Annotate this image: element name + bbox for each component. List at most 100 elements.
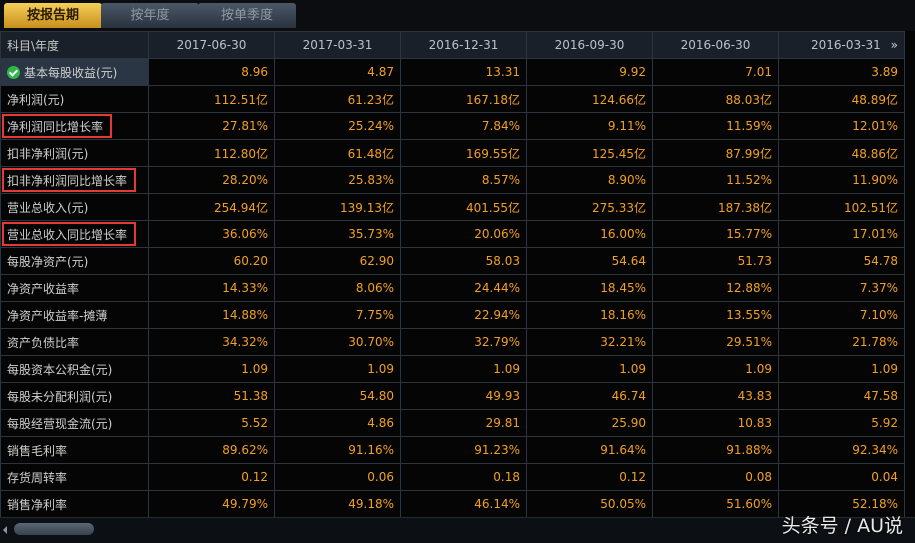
value-cell: 187.38亿 (652, 193, 779, 221)
row-label: 资产负债比率 (0, 328, 149, 356)
scrollbar[interactable] (0, 517, 915, 543)
column-header: 2016-09-30 (526, 31, 653, 59)
row-label-text: 营业总收入(元) (7, 200, 89, 215)
value-cell: 12.01% (778, 112, 905, 140)
row-label: 净资产收益率-摊薄 (0, 301, 149, 329)
value-cell: 1.09 (400, 355, 527, 383)
data-row[interactable]: 营业总收入(元) 254.94亿 139.13亿 401.55亿 275.33亿 187.… (0, 193, 905, 221)
more-button[interactable]: » (890, 38, 898, 52)
value-cell: 48.86亿 (778, 139, 905, 167)
value-cell: 8.96 (148, 58, 275, 86)
value-cell: 48.89亿 (778, 85, 905, 113)
value-cell: 11.52% (652, 166, 779, 194)
value-cell: 51.73 (652, 247, 779, 275)
value-cell: 32.21% (526, 328, 653, 356)
value-cell: 13.55% (652, 301, 779, 329)
data-row[interactable]: 净利润(元) 112.51亿 61.23亿 167.18亿 124.66亿 88.03亿 4… (0, 85, 905, 113)
check-icon (7, 65, 20, 79)
value-cell: 0.08 (652, 463, 779, 491)
data-row[interactable]: 扣非净利润(元) 112.80亿 61.48亿 169.55亿 125.45亿 87.99… (0, 139, 905, 167)
value-cell: 49.18% (274, 490, 401, 518)
data-row[interactable]: 基本每股收益(元) 8.96 4.87 13.31 9.92 7.01 3.89 (0, 58, 905, 86)
value-cell: 60.20 (148, 247, 275, 275)
value-cell: 61.48亿 (274, 139, 401, 167)
tab-bar: 按报告期 按年度 按单季度 (0, 0, 915, 31)
row-label: 存货周转率 (0, 463, 149, 491)
value-cell: 13.31 (400, 58, 527, 86)
row-label-text: 净利润同比增长率 (7, 119, 104, 134)
value-cell: 54.64 (526, 247, 653, 275)
row-label-text: 净资产收益率-摊薄 (7, 308, 108, 323)
value-cell: 275.33亿 (526, 193, 653, 221)
row-label: 净资产收益率 (0, 274, 149, 302)
tab[interactable]: 按报告期 (4, 3, 102, 28)
column-header: 2016-03-31 » (778, 31, 905, 59)
value-cell: 125.45亿 (526, 139, 653, 167)
value-cell: 0.04 (778, 463, 905, 491)
row-label-text: 销售毛利率 (7, 443, 68, 458)
value-cell: 139.13亿 (274, 193, 401, 221)
row-label: 每股未分配利润(元) (0, 382, 149, 410)
column-date: 2016-09-30 (554, 38, 625, 52)
scroll-left[interactable] (3, 526, 7, 534)
row-label-text: 净资产收益率 (7, 281, 80, 296)
value-cell: 92.34% (778, 436, 905, 464)
value-cell: 87.99亿 (652, 139, 779, 167)
watermark: 头条号 / AU说 (781, 515, 903, 537)
value-cell: 1.09 (526, 355, 653, 383)
data-row[interactable]: 每股净资产(元) 60.20 62.90 58.03 54.64 51.73 54.78 (0, 247, 905, 275)
value-cell: 5.92 (778, 409, 905, 437)
value-cell: 14.88% (148, 301, 275, 329)
row-label-text: 营业总收入同比增长率 (7, 227, 128, 242)
value-cell: 10.83 (652, 409, 779, 437)
value-cell: 11.90% (778, 166, 905, 194)
row-label-text: 扣非净利润同比增长率 (7, 173, 128, 188)
value-cell: 46.14% (400, 490, 527, 518)
value-cell: 7.01 (652, 58, 779, 86)
data-row[interactable]: 每股未分配利润(元) 51.38 54.80 49.93 46.74 43.83 47.58 (0, 382, 905, 410)
data-row[interactable]: 每股资本公积金(元) 1.09 1.09 1.09 1.09 1.09 1.09 (0, 355, 905, 383)
tab[interactable]: 按年度 (101, 3, 199, 28)
data-row[interactable]: 净资产收益率 14.33% 8.06% 24.44% 18.45% 12.88% 7.37% (0, 274, 905, 302)
value-cell: 47.58 (778, 382, 905, 410)
value-cell: 49.93 (400, 382, 527, 410)
table-body: 科目\年度 2017-06-30 2017-03-31 2016-12-31 2016-… (0, 31, 905, 518)
value-cell: 21.78% (778, 328, 905, 356)
value-cell: 25.83% (274, 166, 401, 194)
row-label-text: 净利润(元) (7, 92, 65, 107)
value-cell: 51.60% (652, 490, 779, 518)
data-row[interactable]: 营业总收入同比增长率 36.06% 35.73% 20.06% 16.00% 15.77%… (0, 220, 905, 248)
value-cell: 0.06 (274, 463, 401, 491)
value-cell: 1.09 (652, 355, 779, 383)
data-row[interactable]: 资产负债比率 34.32% 30.70% 32.79% 32.21% 29.51% 21.7… (0, 328, 905, 356)
value-cell: 8.57% (400, 166, 527, 194)
data-row[interactable]: 净资产收益率-摊薄 14.88% 7.75% 22.94% 18.16% 13.55% 7.… (0, 301, 905, 329)
data-row[interactable]: 销售毛利率 89.62% 91.16% 91.23% 91.64% 91.88% 92.34… (0, 436, 905, 464)
value-cell: 254.94亿 (148, 193, 275, 221)
data-row[interactable]: 存货周转率 0.12 0.06 0.18 0.12 0.08 0.04 (0, 463, 905, 491)
value-cell: 27.81% (148, 112, 275, 140)
scroll-thumb[interactable] (14, 523, 94, 535)
tab[interactable]: 按单季度 (198, 3, 296, 28)
data-row[interactable]: 净利润同比增长率 27.81% 25.24% 7.84% 9.11% 11.59% 12.0… (0, 112, 905, 140)
value-cell: 7.84% (400, 112, 527, 140)
row-label-text: 存货周转率 (7, 470, 68, 485)
column-header: 2016-12-31 (400, 31, 527, 59)
value-cell: 34.32% (148, 328, 275, 356)
value-cell: 7.10% (778, 301, 905, 329)
value-cell: 0.12 (526, 463, 653, 491)
row-label-text: 每股经营现金流(元) (7, 416, 113, 431)
column-date: 2017-06-30 (176, 38, 247, 52)
row-label: 扣非净利润(元) (0, 139, 149, 167)
data-row[interactable]: 每股经营现金流(元) 5.52 4.86 29.81 25.90 10.83 5.92 (0, 409, 905, 437)
value-cell: 46.74 (526, 382, 653, 410)
value-cell: 16.00% (526, 220, 653, 248)
value-cell: 12.88% (652, 274, 779, 302)
data-row[interactable]: 扣非净利润同比增长率 28.20% 25.83% 8.57% 8.90% 11.52% 11… (0, 166, 905, 194)
value-cell: 1.09 (148, 355, 275, 383)
data-row[interactable]: 销售净利率 49.79% 49.18% 46.14% 50.05% 51.60% 52.18… (0, 490, 905, 518)
column-date: 2016-03-31 (811, 38, 881, 52)
row-label-text: 销售净利率 (7, 497, 68, 512)
value-cell: 14.33% (148, 274, 275, 302)
row-label-text: 基本每股收益(元) (24, 65, 118, 80)
